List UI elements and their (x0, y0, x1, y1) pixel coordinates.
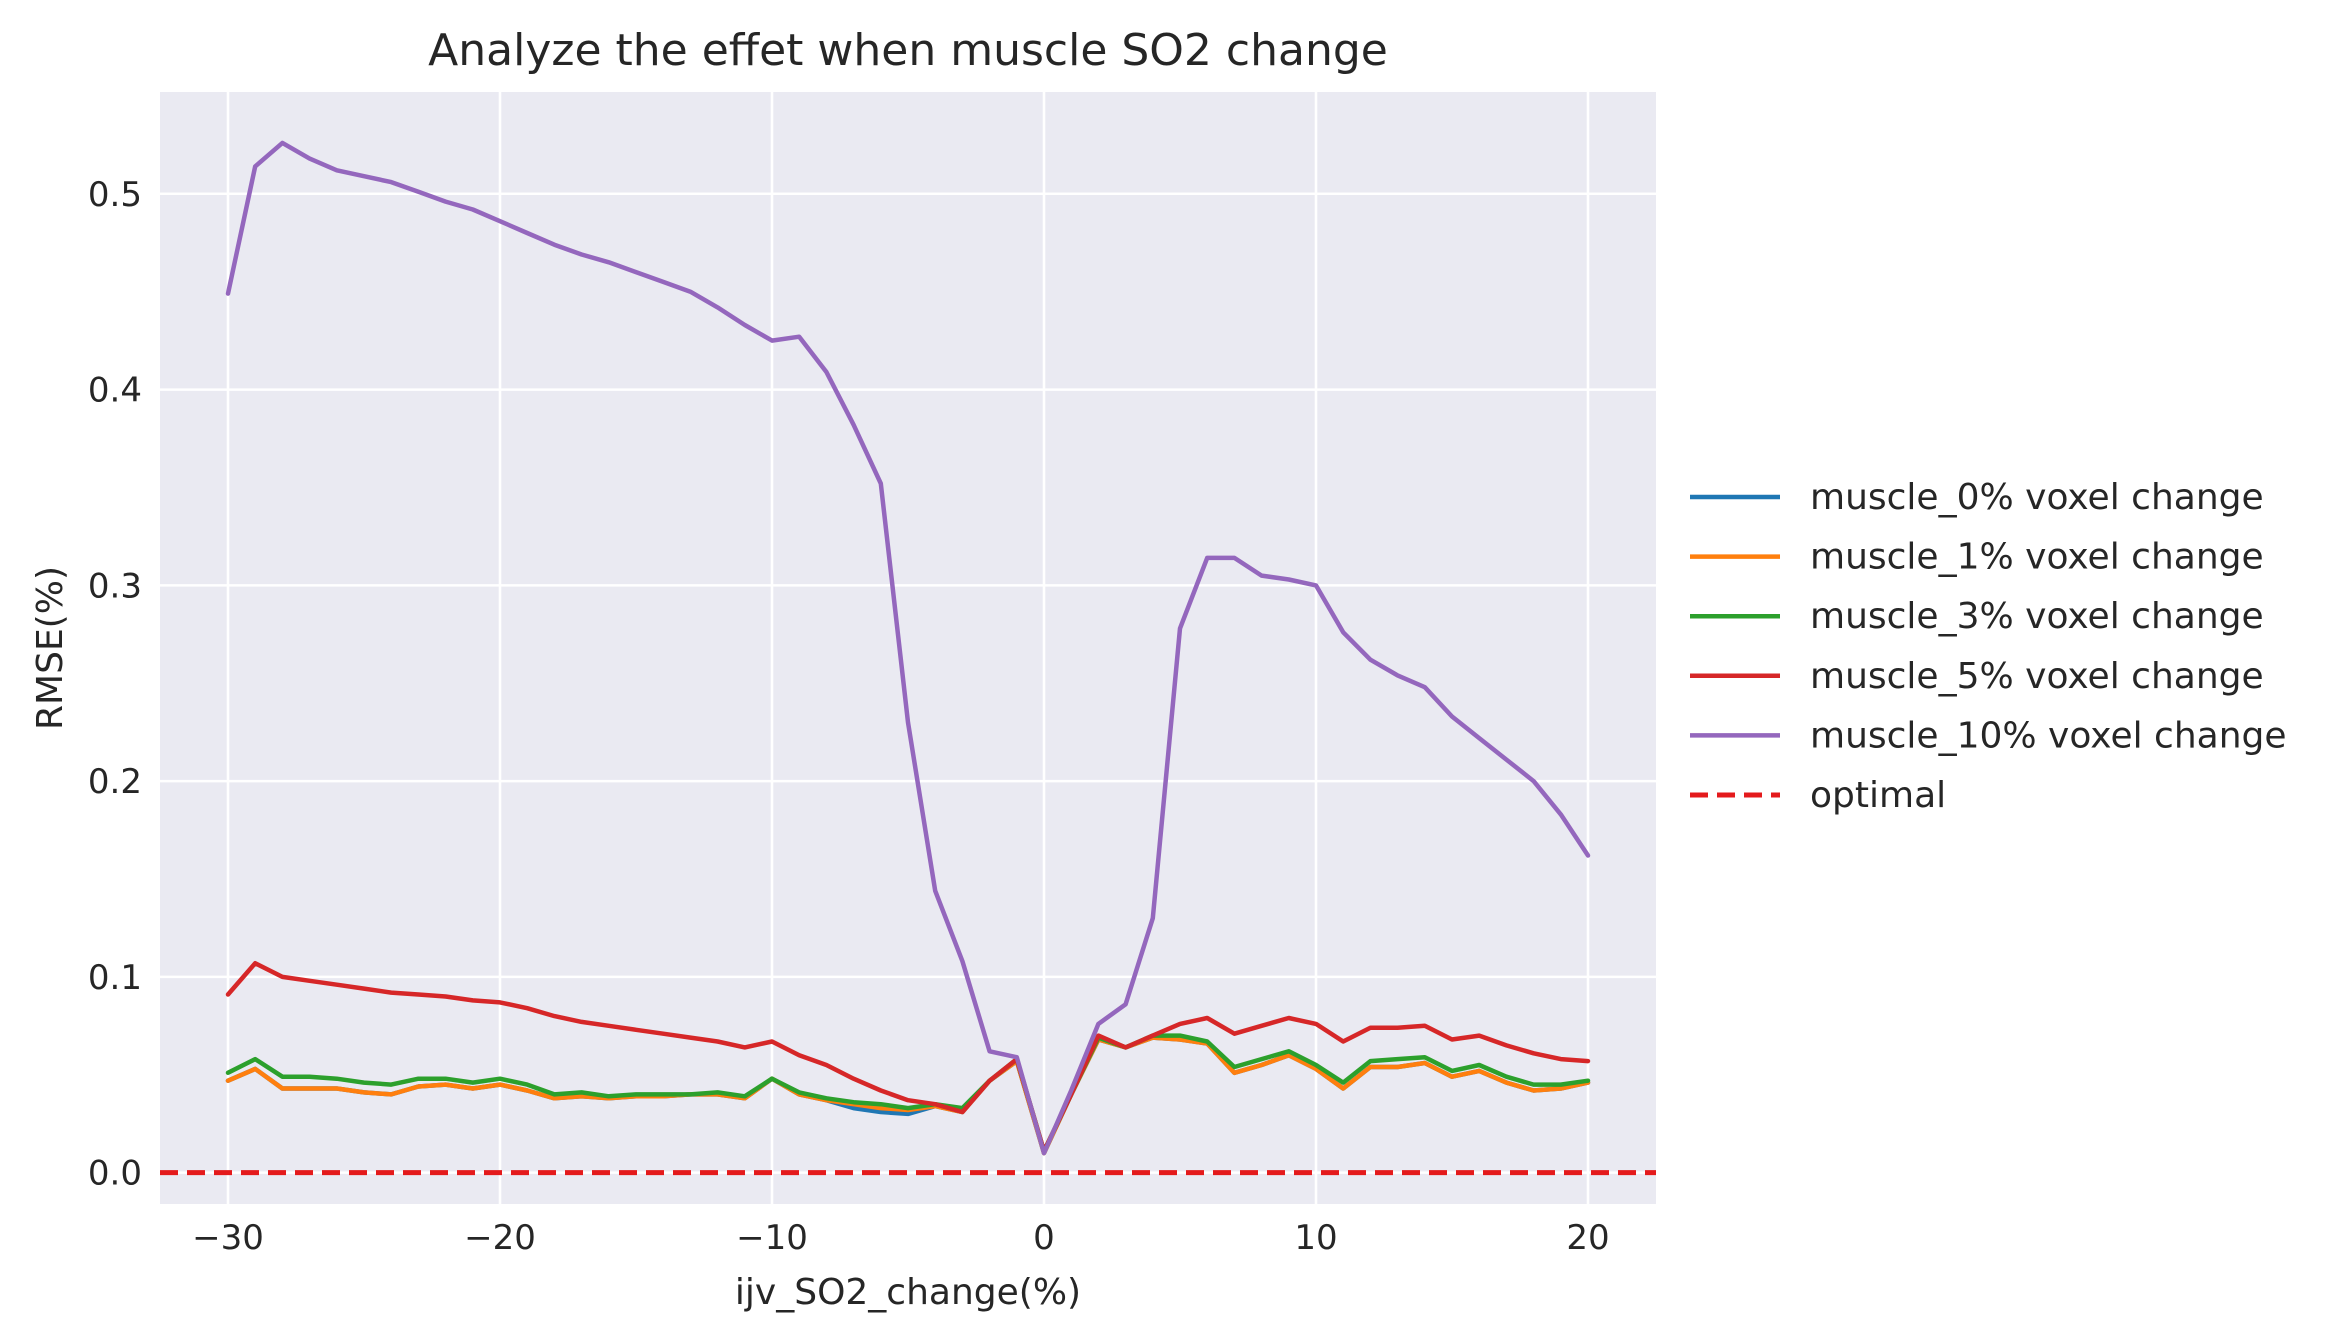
chart-title: Analyze the effet when muscle SO2 change (428, 25, 1388, 76)
y-tick-label: 0.5 (88, 175, 142, 215)
x-tick-label: −10 (736, 1218, 808, 1258)
y-tick-label: 0.0 (88, 1154, 142, 1194)
x-axis-label: ijv_SO2_change(%) (735, 1272, 1081, 1313)
x-tick-label: 10 (1294, 1218, 1337, 1258)
legend-label-muscle-1-voxel-change: muscle_1% voxel change (1810, 537, 2264, 578)
legend-label-optimal: optimal (1810, 775, 1946, 816)
y-tick-label: 0.2 (88, 762, 142, 802)
series-group (160, 140, 1656, 1176)
legend-label-muscle-10-voxel-change: muscle_10% voxel change (1810, 715, 2287, 756)
series-line-muscle-3-voxel-change (225, 1033, 1591, 1154)
y-tick-label: 0.1 (88, 958, 142, 998)
legend: muscle_0% voxel change muscle_1% voxel ch… (1690, 477, 2287, 816)
plot-area (160, 92, 1656, 1204)
y-tick-label: 0.3 (88, 566, 142, 606)
x-tick-label: 0 (1033, 1218, 1055, 1258)
x-tick-label: −30 (192, 1218, 264, 1258)
y-axis-label: RMSE(%) (30, 566, 71, 730)
legend-label-muscle-0-voxel-change: muscle_0% voxel change (1810, 477, 2264, 518)
y-tick-label: 0.4 (88, 371, 142, 411)
x-tick-label: −20 (464, 1218, 536, 1258)
legend-label-muscle-3-voxel-change: muscle_3% voxel change (1810, 596, 2264, 637)
x-axis-ticks: −30 −20 −10 0 10 20 (192, 1218, 1610, 1258)
series-line-muscle-5-voxel-change (225, 960, 1591, 1154)
series-line-muscle-10-voxel-change (225, 140, 1591, 1156)
legend-label-muscle-5-voxel-change: muscle_5% voxel change (1810, 656, 2264, 697)
y-axis-ticks: 0.0 0.1 0.2 0.3 0.4 0.5 (88, 175, 142, 1194)
x-tick-label: 20 (1566, 1218, 1609, 1258)
